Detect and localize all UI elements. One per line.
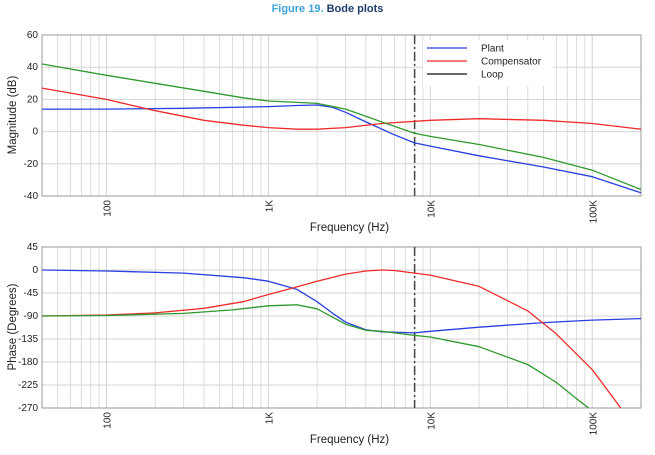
- figure-name: Bode plots: [326, 3, 384, 15]
- series-group: [42, 63, 641, 194]
- series-line-loop: [42, 63, 641, 191]
- plot-area: [42, 247, 641, 408]
- y-tick-label: -135: [18, 334, 38, 345]
- legend-entry-loop: Loop: [481, 70, 504, 81]
- x-tick-label: 100: [102, 412, 113, 429]
- y-tick-label: -225: [18, 380, 38, 391]
- y-tick-label: -20: [24, 159, 39, 170]
- x-tick-label: 100K: [588, 200, 599, 224]
- y-tick-label: 0: [32, 127, 38, 138]
- y-tick-label: -90: [24, 311, 39, 322]
- series-group: [42, 269, 641, 408]
- x-tick-label: 100: [102, 200, 113, 217]
- y-tick-label: 45: [27, 242, 39, 253]
- y-axis-label: Phase (Degrees): [7, 283, 19, 370]
- y-tick-label: 20: [27, 94, 39, 105]
- series-line-plant: [42, 104, 641, 194]
- figure-title: Figure 19. Bode plots: [0, 0, 655, 18]
- x-tick-label: 1K: [264, 412, 275, 425]
- x-axis-label: Frequency (Hz): [310, 434, 389, 446]
- x-tick-label: 100K: [588, 412, 599, 436]
- y-axis-label: Magnitude (dB): [7, 76, 19, 155]
- legend-entry-compensator: Compensator: [481, 57, 542, 68]
- legend-entry-plant: Plant: [481, 44, 504, 55]
- y-tick-label: 0: [32, 265, 38, 276]
- x-axis-label: Frequency (Hz): [310, 222, 389, 234]
- x-tick-label: 10K: [426, 412, 437, 430]
- series-line-compensator: [42, 269, 622, 408]
- y-tick-label: 60: [27, 30, 39, 41]
- y-tick-label: 40: [27, 62, 39, 73]
- plot-border: [41, 34, 642, 197]
- y-tick-label: -270: [18, 403, 38, 414]
- y-tick-label: -180: [18, 357, 38, 368]
- figure-number: Figure 19.: [271, 3, 324, 15]
- x-tick-label: 10K: [426, 200, 437, 218]
- series-line-plant: [42, 269, 641, 334]
- x-tick-label: 1K: [264, 200, 275, 213]
- series-line-compensator: [42, 87, 641, 130]
- phase-panel: 45 0 -45 -90 -135 -180 -225 -270 100 1K 10K 100K Pha…: [7, 242, 642, 446]
- y-tick-label: -40: [24, 191, 39, 202]
- plot-border: [41, 246, 642, 409]
- chart-legend: Plant Compensator Loop: [423, 40, 553, 86]
- y-tick-label: -45: [24, 288, 39, 299]
- series-line-loop: [42, 304, 589, 408]
